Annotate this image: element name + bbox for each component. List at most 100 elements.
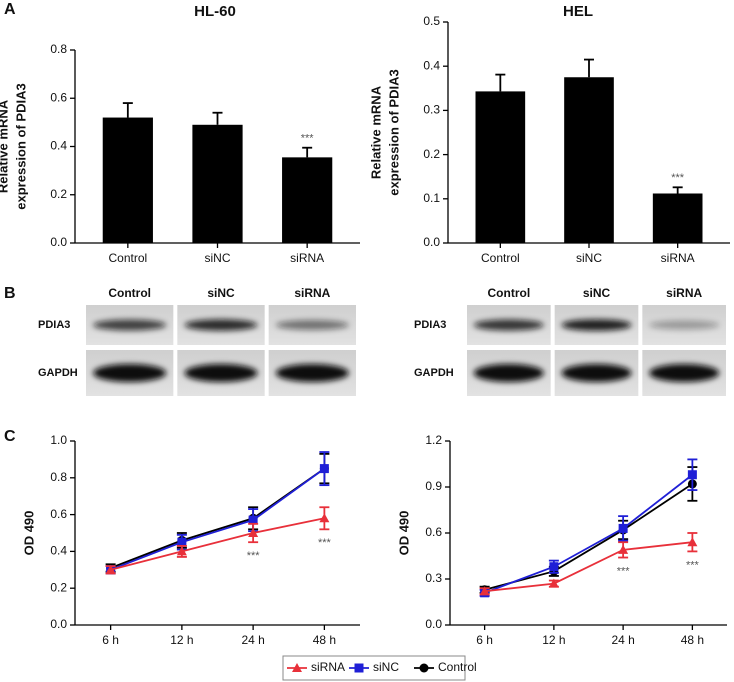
legend-label: siRNA (311, 660, 345, 674)
significance: *** (617, 565, 631, 577)
y-tick-label: 0.4 (50, 139, 67, 153)
legend-marker (292, 663, 302, 672)
x-tick-label: 12 h (542, 633, 565, 647)
series-line (110, 467, 325, 571)
y-tick-label: 0.6 (425, 525, 442, 539)
marker (618, 523, 628, 533)
series-line: siRNA (484, 541, 693, 593)
y-tick-label: 0.4 (50, 544, 67, 558)
marker (687, 470, 697, 480)
y-tick-label: 0.2 (423, 147, 440, 161)
bar (102, 117, 153, 243)
marker (177, 537, 187, 547)
lane-label: Control (108, 286, 151, 300)
marker (548, 578, 559, 588)
y-axis-label: expression of PDIA3 (386, 69, 401, 195)
series-line: siNC (484, 474, 693, 594)
blot-band (561, 319, 632, 331)
lane-label: siNC (207, 286, 235, 300)
series-line (110, 517, 325, 571)
x-tick-label: 48 h (313, 633, 336, 647)
y-tick-label: 0.8 (50, 42, 67, 56)
legend-label: Control (438, 660, 477, 674)
y-tick-label: 0.3 (425, 571, 442, 585)
y-tick-label: 0.0 (50, 235, 67, 249)
blot-band (649, 364, 720, 382)
x-tick-label: 6 h (476, 633, 493, 647)
bar (475, 91, 526, 243)
marker (319, 464, 329, 474)
blot-band (275, 364, 349, 382)
y-tick-label: 0.0 (423, 235, 440, 249)
y-axis-label: Relative mRNA (368, 85, 383, 179)
y-tick-label: 0.2 (50, 187, 67, 201)
blot-band (275, 320, 349, 330)
blot-band (473, 364, 544, 382)
y-tick-label: 0.6 (50, 507, 67, 521)
y-tick-label: 0.1 (423, 191, 440, 205)
x-tick-label: Control (481, 251, 520, 265)
y-axis-label: OD 490 (21, 511, 36, 556)
blot-band (473, 319, 544, 331)
legend-marker (354, 663, 364, 673)
significance: *** (671, 172, 685, 184)
marker (319, 513, 330, 523)
x-tick-label: 48 h (681, 633, 704, 647)
chart-title: HL-60 (194, 3, 236, 20)
y-tick-label: 0.6 (50, 90, 67, 104)
lane-label: Control (488, 286, 531, 300)
y-axis-label: Relative mRNA (0, 99, 10, 193)
panel-label: C (4, 428, 16, 445)
marker (105, 564, 116, 574)
y-tick-label: 0.3 (423, 103, 440, 117)
y-tick-label: 0.5 (423, 14, 440, 28)
x-tick-label: 6 h (102, 633, 119, 647)
x-tick-label: 24 h (611, 633, 634, 647)
significance: *** (301, 133, 315, 145)
bar (652, 193, 703, 243)
blot-band (93, 364, 167, 382)
bar (192, 124, 243, 243)
x-tick-label: 12 h (170, 633, 193, 647)
marker (687, 537, 698, 547)
blot-band (184, 319, 258, 331)
chart-title: HEL (563, 3, 593, 20)
lane-label: siRNA (666, 286, 702, 300)
lane-label: siRNA (294, 286, 330, 300)
blot-row-label: GAPDH (414, 367, 454, 379)
x-tick-label: siRNA (661, 251, 695, 265)
blot-row-label: GAPDH (38, 367, 78, 379)
significance: *** (318, 537, 332, 549)
blot-row-label: PDIA3 (414, 319, 446, 331)
y-tick-label: 0.8 (50, 470, 67, 484)
panel-label: A (4, 1, 16, 18)
series-line (110, 467, 325, 569)
bar (282, 157, 333, 243)
x-tick-label: siNC (205, 251, 231, 265)
blot-row-label: PDIA3 (38, 319, 70, 331)
blot-band (561, 364, 632, 382)
y-axis-label: OD 490 (396, 511, 411, 556)
x-tick-label: Control (108, 251, 147, 265)
y-tick-label: 0.2 (50, 580, 67, 594)
y-axis-label: expression of PDIA3 (13, 83, 28, 209)
marker (479, 586, 490, 596)
marker (248, 515, 258, 525)
significance: *** (247, 550, 261, 562)
marker (176, 546, 187, 556)
blot-band (649, 320, 720, 330)
significance: *** (686, 559, 700, 571)
x-tick-label: siRNA (290, 251, 324, 265)
marker (618, 544, 629, 554)
blot-band (93, 319, 167, 331)
legend-label: siNC (373, 660, 399, 674)
x-tick-label: siNC (576, 251, 602, 265)
y-tick-label: 0.0 (50, 617, 67, 631)
y-tick-label: 0.4 (423, 58, 440, 72)
lane-label: siNC (583, 286, 611, 300)
blot-band (184, 364, 258, 382)
marker (549, 562, 559, 572)
y-tick-label: 1.2 (425, 433, 442, 447)
bar (564, 77, 614, 243)
